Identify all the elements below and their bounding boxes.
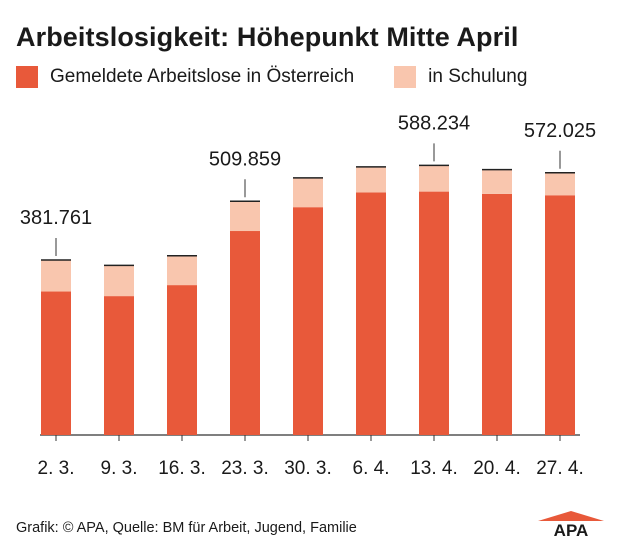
bar-arbeitslose-4 bbox=[230, 231, 260, 435]
bar-schulung-4 bbox=[230, 201, 260, 232]
x-tick-label-7: 13. 4. bbox=[410, 458, 458, 479]
legend-swatch-arbeitslose bbox=[16, 66, 38, 88]
x-tick-label-4: 23. 3. bbox=[221, 458, 269, 479]
x-tick-label-6: 6. 4. bbox=[353, 458, 390, 479]
total-label-4: 509.859 bbox=[209, 148, 281, 170]
apa-logo: APA bbox=[538, 511, 604, 537]
bar-schulung-1 bbox=[41, 260, 71, 292]
bar-schulung-5 bbox=[293, 177, 323, 208]
bar-schulung-7 bbox=[419, 165, 449, 192]
legend-swatch-schulung bbox=[394, 66, 417, 88]
chart-title: Arbeitslosigkeit: Höhepunkt Mitte April bbox=[16, 22, 519, 52]
x-tick-label-8: 20. 4. bbox=[473, 458, 521, 479]
total-label-9: 572.025 bbox=[524, 120, 596, 142]
x-tick-label-3: 16. 3. bbox=[158, 458, 206, 479]
x-tick-label-2: 9. 3. bbox=[101, 458, 138, 479]
x-tick-label-5: 30. 3. bbox=[284, 458, 332, 479]
bar-arbeitslose-8 bbox=[482, 193, 512, 435]
total-label-1: 381.761 bbox=[20, 207, 92, 229]
bar-arbeitslose-2 bbox=[104, 296, 134, 435]
total-label-7: 588.234 bbox=[398, 112, 470, 134]
bar-schulung-9 bbox=[545, 172, 575, 196]
source-footer: Grafik: © APA, Quelle: BM für Arbeit, Ju… bbox=[16, 520, 357, 536]
bar-schulung-8 bbox=[482, 169, 512, 194]
bar-schulung-2 bbox=[104, 265, 134, 297]
bar-arbeitslose-7 bbox=[419, 191, 449, 435]
bar-schulung-3 bbox=[167, 255, 197, 286]
bar-arbeitslose-3 bbox=[167, 285, 197, 435]
bar-arbeitslose-5 bbox=[293, 207, 323, 435]
x-tick-label-9: 27. 4. bbox=[536, 458, 584, 479]
bar-chart: 2. 3. 381.761 9. 3. 16. 3. 23. 3. 509.859 30. … bbox=[20, 112, 596, 479]
legend-item-schulung: in Schulung bbox=[394, 66, 527, 88]
bar-arbeitslose-9 bbox=[545, 195, 575, 435]
x-tick-label-1: 2. 3. bbox=[38, 458, 75, 479]
legend-label-arbeitslose: Gemeldete Arbeitslose in Österreich bbox=[50, 66, 355, 87]
legend: Gemeldete Arbeitslose in Österreich in S… bbox=[16, 66, 567, 88]
bar-schulung-6 bbox=[356, 166, 386, 193]
legend-label-schulung: in Schulung bbox=[428, 66, 528, 87]
legend-item-arbeitslose: Gemeldete Arbeitslose in Österreich bbox=[16, 66, 354, 88]
bar-arbeitslose-6 bbox=[356, 192, 386, 435]
svg-text:APA: APA bbox=[554, 521, 589, 537]
bar-arbeitslose-1 bbox=[41, 291, 71, 435]
